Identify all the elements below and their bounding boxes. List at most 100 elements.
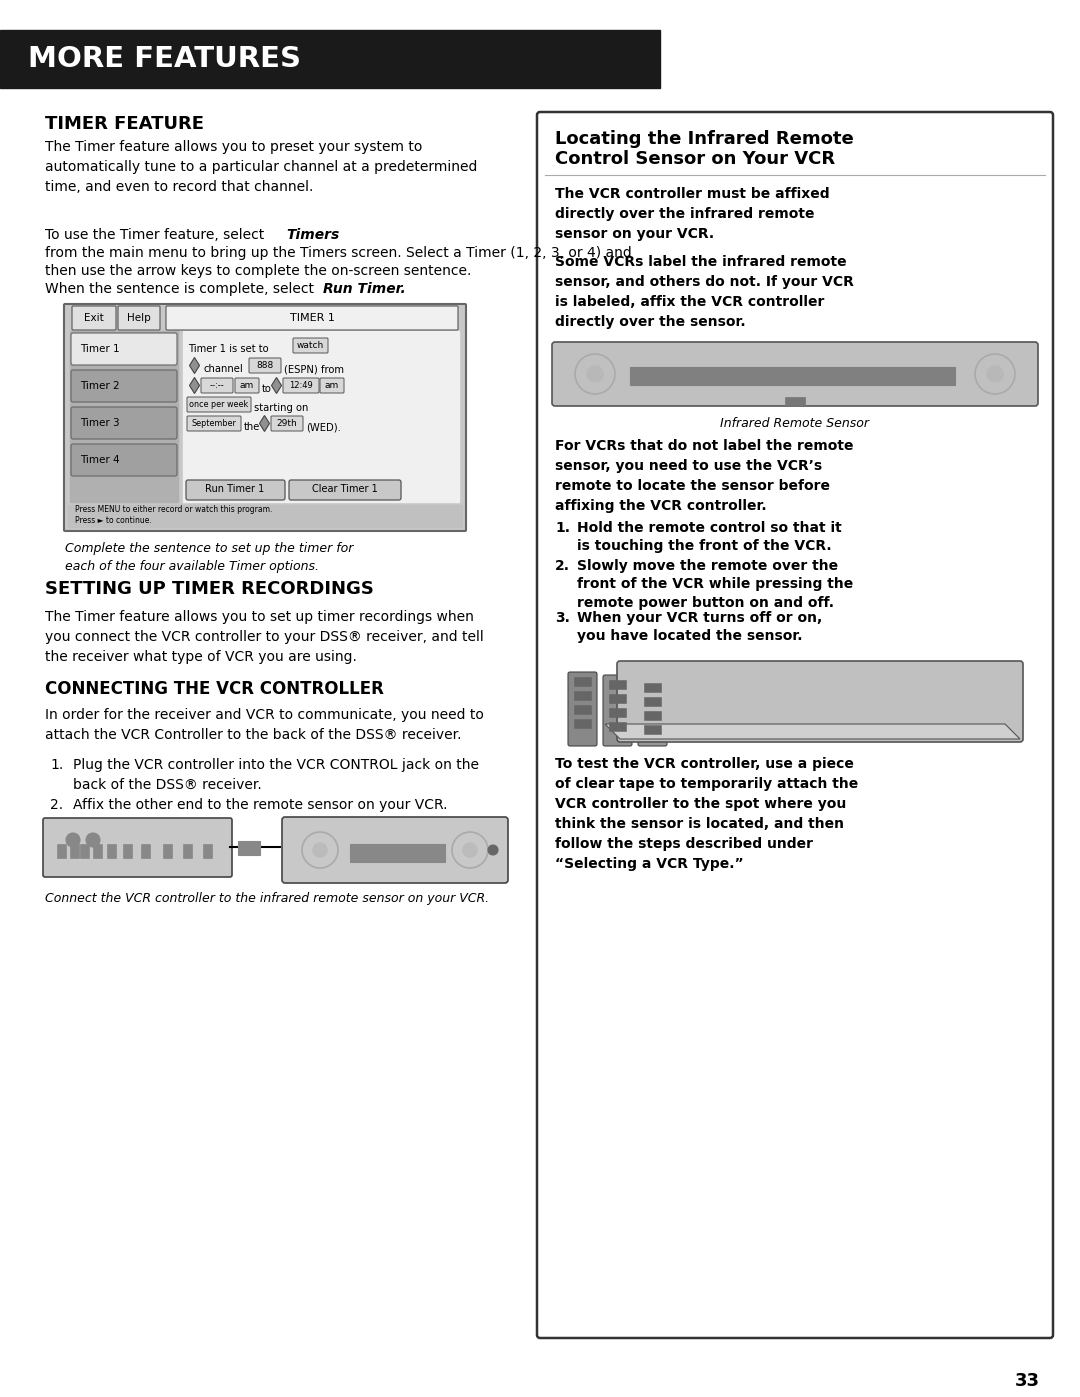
Text: MORE FEATURES: MORE FEATURES [28, 45, 301, 73]
Bar [609, 694, 626, 703]
Text: Timers: Timers [286, 228, 339, 242]
Bar [609, 722, 626, 731]
Text: Timer 3: Timer 3 [80, 418, 120, 427]
FancyBboxPatch shape [293, 338, 328, 353]
FancyBboxPatch shape [201, 379, 233, 393]
Text: Timer 1 is set to: Timer 1 is set to [188, 344, 269, 353]
Text: TIMER 1: TIMER 1 [289, 313, 335, 323]
Circle shape [313, 842, 327, 856]
FancyBboxPatch shape [320, 379, 345, 393]
FancyBboxPatch shape [283, 379, 319, 393]
Bar [238, 841, 260, 855]
FancyBboxPatch shape [186, 481, 285, 500]
Bar [0, 29, 660, 88]
Text: Exit: Exit [84, 313, 104, 323]
Text: Press MENU to either record or watch this program.
Press ► to continue.: Press MENU to either record or watch thi… [75, 504, 272, 525]
Bar [573, 678, 591, 686]
Text: The VCR controller must be affixed
directly over the infrared remote
sensor on y: The VCR controller must be affixed direc… [555, 187, 829, 242]
Text: 1.: 1. [50, 759, 64, 773]
Text: am: am [240, 381, 254, 390]
Text: am: am [325, 381, 339, 390]
Bar [785, 397, 805, 405]
Text: to: to [262, 384, 272, 394]
FancyBboxPatch shape [64, 305, 465, 531]
FancyBboxPatch shape [187, 397, 251, 412]
FancyBboxPatch shape [249, 358, 281, 373]
Text: Timer 1: Timer 1 [80, 344, 120, 353]
Text: Control Sensor on Your VCR: Control Sensor on Your VCR [555, 149, 835, 168]
Text: Locating the Infrared Remote: Locating the Infrared Remote [555, 130, 854, 148]
FancyBboxPatch shape [289, 481, 401, 500]
Circle shape [987, 366, 1003, 381]
Text: 12:49: 12:49 [289, 381, 313, 390]
FancyBboxPatch shape [282, 817, 508, 883]
FancyBboxPatch shape [166, 306, 458, 330]
FancyBboxPatch shape [638, 678, 667, 746]
Circle shape [463, 842, 477, 856]
Text: Timer 2: Timer 2 [80, 381, 120, 391]
Text: The Timer feature allows you to preset your system to
automatically tune to a pa: The Timer feature allows you to preset y… [45, 140, 477, 194]
Text: 29th: 29th [276, 419, 297, 427]
FancyBboxPatch shape [71, 444, 177, 476]
FancyBboxPatch shape [271, 416, 303, 432]
Text: Run Timer 1: Run Timer 1 [205, 483, 265, 495]
Text: The Timer feature allows you to set up timer recordings when
you connect the VCR: The Timer feature allows you to set up t… [45, 610, 484, 664]
Text: Slowly move the remote over the
front of the VCR while pressing the
remote power: Slowly move the remote over the front of… [577, 559, 853, 610]
FancyBboxPatch shape [118, 306, 160, 330]
Bar [80, 844, 89, 858]
Text: When the sentence is complete, select: When the sentence is complete, select [45, 282, 319, 296]
Bar [644, 711, 661, 719]
Text: Connect the VCR controller to the infrared remote sensor on your VCR.: Connect the VCR controller to the infrar… [45, 893, 489, 905]
FancyBboxPatch shape [617, 661, 1023, 742]
Text: Affix the other end to the remote sensor on your VCR.: Affix the other end to the remote sensor… [73, 798, 447, 812]
FancyBboxPatch shape [71, 332, 177, 365]
Text: Some VCRs label the infrared remote
sensor, and others do not. If your VCR
is la: Some VCRs label the infrared remote sens… [555, 256, 854, 330]
Bar [630, 367, 955, 386]
Text: 2.: 2. [50, 798, 63, 812]
Bar [609, 708, 626, 717]
Text: September: September [191, 419, 237, 427]
Text: Run Timer.: Run Timer. [323, 282, 406, 296]
Text: Timer 4: Timer 4 [80, 455, 120, 465]
Text: Complete the sentence to set up the timer for
each of the four available Timer o: Complete the sentence to set up the time… [65, 542, 353, 573]
Text: Plug the VCR controller into the VCR CONTROL jack on the
back of the DSS® receiv: Plug the VCR controller into the VCR CON… [73, 759, 480, 792]
Text: Infrared Remote Sensor: Infrared Remote Sensor [720, 416, 869, 430]
Bar [573, 719, 591, 728]
Bar [123, 844, 132, 858]
Text: TIMER FEATURE: TIMER FEATURE [45, 115, 204, 133]
Bar [573, 692, 591, 700]
Text: once per week: once per week [189, 400, 248, 409]
FancyBboxPatch shape [187, 416, 241, 432]
FancyBboxPatch shape [71, 407, 177, 439]
FancyBboxPatch shape [537, 112, 1053, 1338]
Bar [70, 331, 178, 502]
FancyBboxPatch shape [603, 675, 632, 746]
Text: Clear Timer 1: Clear Timer 1 [312, 483, 378, 495]
Text: When your VCR turns off or on,
you have located the sensor.: When your VCR turns off or on, you have … [577, 610, 822, 644]
FancyBboxPatch shape [71, 370, 177, 402]
Text: For VCRs that do not label the remote
sensor, you need to use the VCR’s
remote t: For VCRs that do not label the remote se… [555, 439, 853, 513]
Bar [644, 697, 661, 705]
Bar [183, 844, 192, 858]
Text: starting on: starting on [254, 402, 309, 414]
Bar [68, 504, 462, 527]
FancyBboxPatch shape [568, 672, 597, 746]
Bar [93, 844, 102, 858]
FancyBboxPatch shape [235, 379, 259, 393]
Text: CONNECTING THE VCR CONTROLLER: CONNECTING THE VCR CONTROLLER [45, 680, 383, 698]
Bar [644, 725, 661, 733]
Text: (ESPN) from: (ESPN) from [284, 365, 345, 374]
Bar [107, 844, 116, 858]
Text: 888: 888 [256, 360, 273, 370]
Bar [141, 844, 150, 858]
FancyBboxPatch shape [552, 342, 1038, 407]
Text: SETTING UP TIMER RECORDINGS: SETTING UP TIMER RECORDINGS [45, 580, 374, 598]
Bar [70, 844, 79, 858]
Text: 33: 33 [1015, 1372, 1040, 1390]
Text: Help: Help [127, 313, 151, 323]
Text: 2.: 2. [555, 559, 570, 573]
Text: from the main menu to bring up the Timers screen. Select a Timer (1, 2, 3, or 4): from the main menu to bring up the Timer… [45, 246, 632, 260]
Circle shape [86, 833, 100, 847]
Circle shape [588, 366, 603, 381]
Bar [183, 331, 459, 502]
